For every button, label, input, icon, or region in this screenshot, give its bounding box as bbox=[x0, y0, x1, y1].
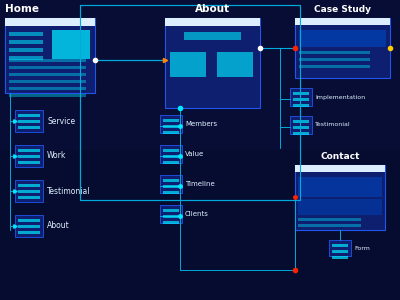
Bar bbox=[293, 126, 309, 129]
Text: Service: Service bbox=[47, 116, 75, 125]
Bar bbox=[295, 18, 390, 25]
Bar bbox=[165, 18, 260, 26]
Bar bbox=[163, 221, 179, 224]
Bar bbox=[15, 145, 43, 167]
Bar bbox=[217, 52, 253, 77]
Bar bbox=[290, 88, 312, 106]
Bar bbox=[298, 199, 382, 215]
Bar bbox=[295, 165, 385, 172]
Text: Testimonial: Testimonial bbox=[47, 187, 90, 196]
Bar bbox=[18, 219, 40, 222]
Bar bbox=[298, 218, 361, 221]
Bar bbox=[165, 18, 260, 108]
Bar bbox=[299, 51, 370, 54]
Bar bbox=[163, 119, 179, 122]
Bar bbox=[163, 215, 179, 218]
Text: Case Study: Case Study bbox=[314, 5, 371, 14]
Text: Testimonial: Testimonial bbox=[315, 122, 351, 128]
Bar bbox=[9, 32, 43, 36]
Bar bbox=[18, 149, 40, 152]
Bar bbox=[293, 98, 309, 101]
Bar bbox=[298, 177, 382, 197]
Bar bbox=[163, 209, 179, 212]
Bar bbox=[80, 5, 300, 200]
Bar bbox=[9, 56, 43, 60]
Bar bbox=[290, 116, 312, 134]
Bar bbox=[9, 87, 86, 90]
Bar bbox=[299, 58, 370, 61]
Bar bbox=[295, 165, 385, 230]
Bar bbox=[15, 110, 43, 132]
Bar bbox=[163, 191, 179, 194]
Bar bbox=[295, 18, 390, 78]
Bar bbox=[18, 231, 40, 234]
Bar bbox=[160, 145, 182, 163]
Bar bbox=[18, 184, 40, 187]
Bar bbox=[293, 120, 309, 123]
Bar bbox=[5, 18, 95, 26]
Text: Form: Form bbox=[354, 245, 370, 250]
Bar bbox=[332, 244, 348, 247]
Text: Implementation: Implementation bbox=[315, 94, 365, 100]
Text: Timeline: Timeline bbox=[185, 181, 215, 187]
Bar bbox=[9, 48, 43, 52]
Text: Value: Value bbox=[185, 151, 204, 157]
Bar bbox=[9, 40, 43, 44]
Bar bbox=[299, 65, 370, 68]
Bar bbox=[170, 52, 206, 77]
Bar bbox=[18, 190, 40, 193]
Bar bbox=[5, 18, 95, 93]
Text: Contact: Contact bbox=[320, 152, 360, 161]
Bar bbox=[18, 126, 40, 129]
Bar bbox=[15, 180, 43, 202]
Bar bbox=[18, 161, 40, 164]
Bar bbox=[18, 155, 40, 158]
Bar bbox=[160, 115, 182, 133]
Bar bbox=[18, 114, 40, 117]
Text: Work: Work bbox=[47, 152, 66, 160]
Bar bbox=[299, 30, 386, 47]
Bar bbox=[9, 80, 86, 83]
Bar bbox=[163, 155, 179, 158]
Bar bbox=[163, 179, 179, 182]
Bar bbox=[293, 132, 309, 135]
Bar bbox=[18, 225, 40, 228]
Bar bbox=[15, 215, 43, 237]
Bar bbox=[0, 0, 400, 150]
Bar bbox=[184, 32, 241, 40]
Bar bbox=[163, 161, 179, 164]
Bar bbox=[293, 104, 309, 107]
Text: About: About bbox=[47, 221, 70, 230]
Bar bbox=[18, 120, 40, 123]
Bar bbox=[9, 66, 86, 69]
Bar bbox=[18, 196, 40, 199]
Text: Members: Members bbox=[185, 121, 217, 127]
Bar bbox=[52, 30, 90, 58]
Bar bbox=[293, 92, 309, 95]
Bar bbox=[332, 250, 348, 253]
Bar bbox=[163, 149, 179, 152]
Bar bbox=[9, 73, 86, 76]
Text: Clients: Clients bbox=[185, 211, 209, 217]
Bar bbox=[298, 224, 361, 227]
Bar bbox=[163, 125, 179, 128]
Bar bbox=[332, 256, 348, 259]
Text: About: About bbox=[195, 4, 230, 14]
Bar bbox=[9, 59, 86, 62]
Bar bbox=[163, 131, 179, 134]
Bar bbox=[160, 205, 182, 223]
Bar bbox=[329, 240, 351, 256]
Bar bbox=[160, 175, 182, 193]
Text: Home: Home bbox=[5, 4, 39, 14]
Bar bbox=[9, 94, 86, 97]
Bar bbox=[163, 185, 179, 188]
